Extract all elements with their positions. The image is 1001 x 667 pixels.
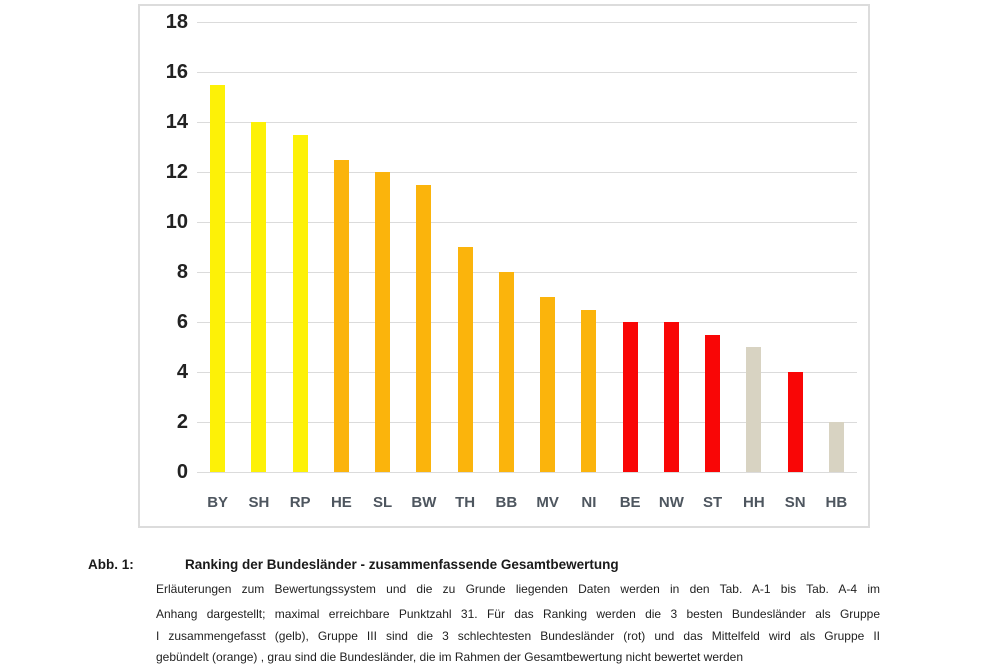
gridline-2: [197, 422, 857, 423]
bar-SN: [787, 372, 803, 472]
y-axis-tick-label-18: 18: [165, 11, 188, 33]
caption-line-2: Anhang dargestellt; maximal erreichbare …: [156, 607, 880, 621]
gridline-12: [197, 172, 857, 173]
x-axis-label-HH: HH: [743, 494, 765, 511]
x-axis-label-NI: NI: [581, 494, 597, 511]
y-axis-tick-label-2: 2: [176, 411, 188, 433]
y-axis-tick-label-14: 14: [165, 111, 188, 133]
bar-NW: [663, 322, 679, 472]
bar-HB: [828, 422, 844, 472]
x-axis-label-BW: BW: [411, 494, 437, 511]
y-axis-tick-label-6: 6: [176, 311, 188, 333]
bar-BW: [416, 184, 432, 472]
gridline-8: [197, 272, 857, 273]
gridline-0: [197, 472, 857, 473]
x-axis-label-SN: SN: [784, 494, 806, 511]
y-axis-tick-label-16: 16: [165, 61, 188, 83]
figure-caption-label: Abb. 1:: [88, 557, 134, 572]
x-axis-label-MV: MV: [536, 494, 559, 511]
gridline-10: [197, 222, 857, 223]
gridline-18: [197, 22, 857, 23]
gridline-4: [197, 372, 857, 373]
gridline-14: [197, 122, 857, 123]
bar-BY: [210, 84, 226, 472]
caption-line-3: I zusammengefasst (gelb), Gruppe III sin…: [156, 629, 880, 643]
bar-SH: [251, 122, 267, 472]
bar-BE: [622, 322, 638, 472]
x-axis-label-TH: TH: [455, 494, 476, 511]
y-axis-tick-label-4: 4: [176, 361, 188, 383]
x-axis-label-BE: BE: [619, 494, 641, 511]
y-axis-tick-label-10: 10: [165, 211, 188, 233]
x-axis-label-SH: SH: [248, 494, 270, 511]
x-axis-label-HB: HB: [825, 494, 848, 511]
x-axis-label-HE: HE: [330, 494, 352, 511]
bar-MV: [540, 297, 556, 472]
bar-TH: [457, 247, 473, 472]
bar-NI: [581, 309, 597, 472]
bar-RP: [292, 134, 308, 472]
caption-line-1: Erläuterungen zum Bewertungssystem und d…: [156, 582, 880, 596]
gridline-6: [197, 322, 857, 323]
caption-line-4: gebündelt (orange) , grau sind die Bunde…: [156, 650, 744, 664]
x-axis-label-RP: RP: [289, 494, 311, 511]
bar-HH: [746, 347, 762, 472]
plot-area: [197, 22, 857, 473]
x-axis-label-NW: NW: [658, 494, 684, 511]
y-axis-tick-label-8: 8: [176, 261, 188, 283]
bar-HE: [333, 159, 349, 472]
y-axis-tick-label-0: 0: [176, 461, 188, 483]
caption-text-block: Erläuterungen zum Bewertungssystem und d…: [156, 581, 880, 667]
x-axis-label-SL: SL: [373, 494, 393, 511]
bar-BB: [498, 272, 514, 472]
chart-frame: 0 2 4 6 8 10 12 14 16 18 BY SH RP HE SL BW TH BB MV NI BE NW S…: [138, 4, 870, 528]
x-axis-label-BY: BY: [207, 494, 229, 511]
x-axis-label-BB: BB: [495, 494, 518, 511]
x-axis-label-ST: ST: [703, 494, 723, 511]
gridline-16: [197, 72, 857, 73]
bar-ST: [705, 334, 721, 472]
bar-SL: [375, 172, 391, 472]
y-axis-tick-label-12: 12: [165, 161, 188, 183]
figure-caption-title: Ranking der Bundesländer - zusammenfasse…: [185, 557, 619, 572]
